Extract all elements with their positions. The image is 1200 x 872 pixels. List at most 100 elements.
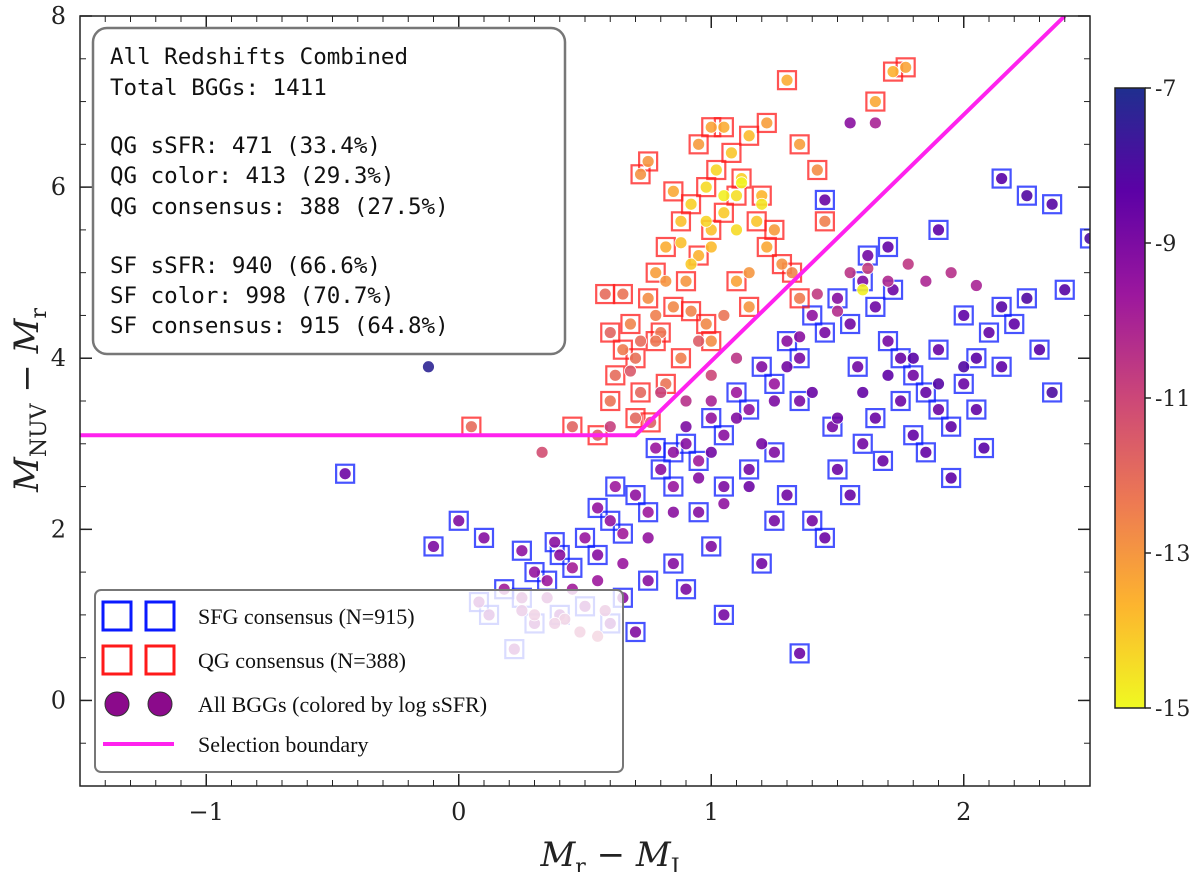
- circle-marker: [535, 445, 549, 459]
- circle-marker: [810, 163, 824, 177]
- square-marker: [827, 459, 848, 480]
- square-marker: [423, 536, 444, 557]
- square-marker: [789, 348, 810, 369]
- circle-marker: [629, 351, 642, 365]
- circle-marker: [616, 343, 630, 357]
- circle-marker: [793, 394, 807, 408]
- square-marker: [1054, 279, 1075, 300]
- circle-marker: [818, 214, 832, 228]
- circle-marker: [704, 394, 718, 408]
- square-marker: [600, 510, 621, 531]
- circle-marker: [750, 214, 764, 228]
- circle-marker: [679, 274, 693, 288]
- square-marker: [789, 390, 810, 412]
- square-marker: [473, 527, 495, 548]
- circle-marker: [674, 214, 688, 228]
- square-marker: [739, 125, 760, 146]
- circle-marker: [977, 441, 991, 455]
- circle-marker: [666, 480, 680, 493]
- square-marker: [680, 194, 702, 215]
- circle-marker: [603, 420, 617, 434]
- circle-marker: [868, 95, 882, 108]
- circle-marker: [793, 351, 807, 365]
- circle-marker: [704, 540, 718, 553]
- x-axis-label: Mr − MJ: [539, 835, 679, 872]
- square-marker: [713, 476, 734, 497]
- circle-marker: [856, 437, 870, 451]
- square-marker: [814, 211, 835, 232]
- square-marker: [814, 322, 835, 343]
- colorbar-tick-label: -7: [1155, 77, 1176, 102]
- circle-marker: [477, 531, 491, 545]
- square-marker: [789, 134, 810, 155]
- square-marker: [928, 219, 949, 240]
- circle-marker: [805, 386, 819, 399]
- square-marker: [1004, 313, 1025, 335]
- legend-frame: [94, 589, 624, 773]
- square-marker: [756, 112, 777, 134]
- circle-marker: [957, 377, 971, 391]
- colorbar-tick-label: -11: [1155, 387, 1190, 412]
- circle-marker: [780, 73, 794, 87]
- circle-marker: [692, 471, 706, 485]
- square-marker: [630, 382, 651, 403]
- square-marker: [675, 579, 697, 600]
- circle-marker: [856, 283, 870, 297]
- circle-marker: [818, 326, 832, 339]
- circle-marker: [906, 428, 920, 442]
- square-marker: [726, 271, 747, 292]
- square-marker: [620, 313, 641, 335]
- circle-marker: [944, 471, 958, 485]
- square-marker: [511, 540, 532, 561]
- circle-marker: [944, 420, 958, 434]
- square-marker: [915, 442, 936, 463]
- info-line-1: Total BGGs: 1411: [110, 75, 327, 101]
- circle-marker: [760, 240, 774, 254]
- circle-marker: [818, 193, 832, 207]
- square-marker: [630, 164, 651, 185]
- square-marker: [764, 510, 785, 531]
- circle-marker: [641, 291, 655, 305]
- square-marker: [865, 408, 886, 429]
- info-line-0: All Redshifts Combined: [110, 44, 408, 70]
- square-marker: [706, 159, 727, 181]
- square-marker: [751, 553, 772, 574]
- circle-marker: [767, 223, 781, 237]
- info-line-4: QG color: 413 (29.3%): [110, 163, 394, 189]
- x-axis-label-mid: − M: [586, 835, 672, 872]
- square-marker: [1079, 228, 1090, 249]
- circle-marker: [629, 625, 642, 639]
- square-marker: [739, 399, 760, 420]
- circle-marker: [780, 360, 794, 374]
- info-line-8: SF color: 998 (70.7%): [110, 283, 394, 309]
- circle-marker: [565, 420, 579, 434]
- circle-marker: [982, 326, 996, 339]
- legend-boundary-label: Selection boundary: [198, 732, 368, 757]
- circle-marker: [932, 343, 945, 357]
- circle-marker: [755, 360, 769, 374]
- circle-marker: [932, 403, 945, 416]
- circle-marker: [886, 65, 900, 79]
- circle-marker: [1083, 232, 1090, 245]
- circle-marker: [464, 420, 478, 434]
- circle-marker: [810, 287, 824, 301]
- square-marker: [877, 236, 899, 258]
- square-marker: [991, 356, 1012, 377]
- y-axis-label-sub2: r: [27, 308, 52, 319]
- circle-marker: [452, 514, 466, 528]
- square-marker: [688, 450, 709, 471]
- circle-marker: [717, 428, 731, 442]
- circle-marker: [1020, 291, 1034, 305]
- legend: SFG consensus (N=915) QG consensus (N=38…: [94, 589, 624, 773]
- circle-marker: [831, 304, 844, 318]
- circle-marker: [793, 291, 807, 305]
- colorbar-tick-label: -9: [1155, 232, 1176, 257]
- square-marker: [650, 459, 671, 480]
- circle-marker: [742, 300, 756, 314]
- square-marker: [605, 365, 626, 386]
- circle-marker: [704, 240, 718, 254]
- legend-qg-label: QG consensus (N=388): [198, 648, 406, 673]
- circle-marker: [674, 236, 688, 250]
- circle-marker: [831, 291, 844, 305]
- circle-marker: [641, 155, 655, 168]
